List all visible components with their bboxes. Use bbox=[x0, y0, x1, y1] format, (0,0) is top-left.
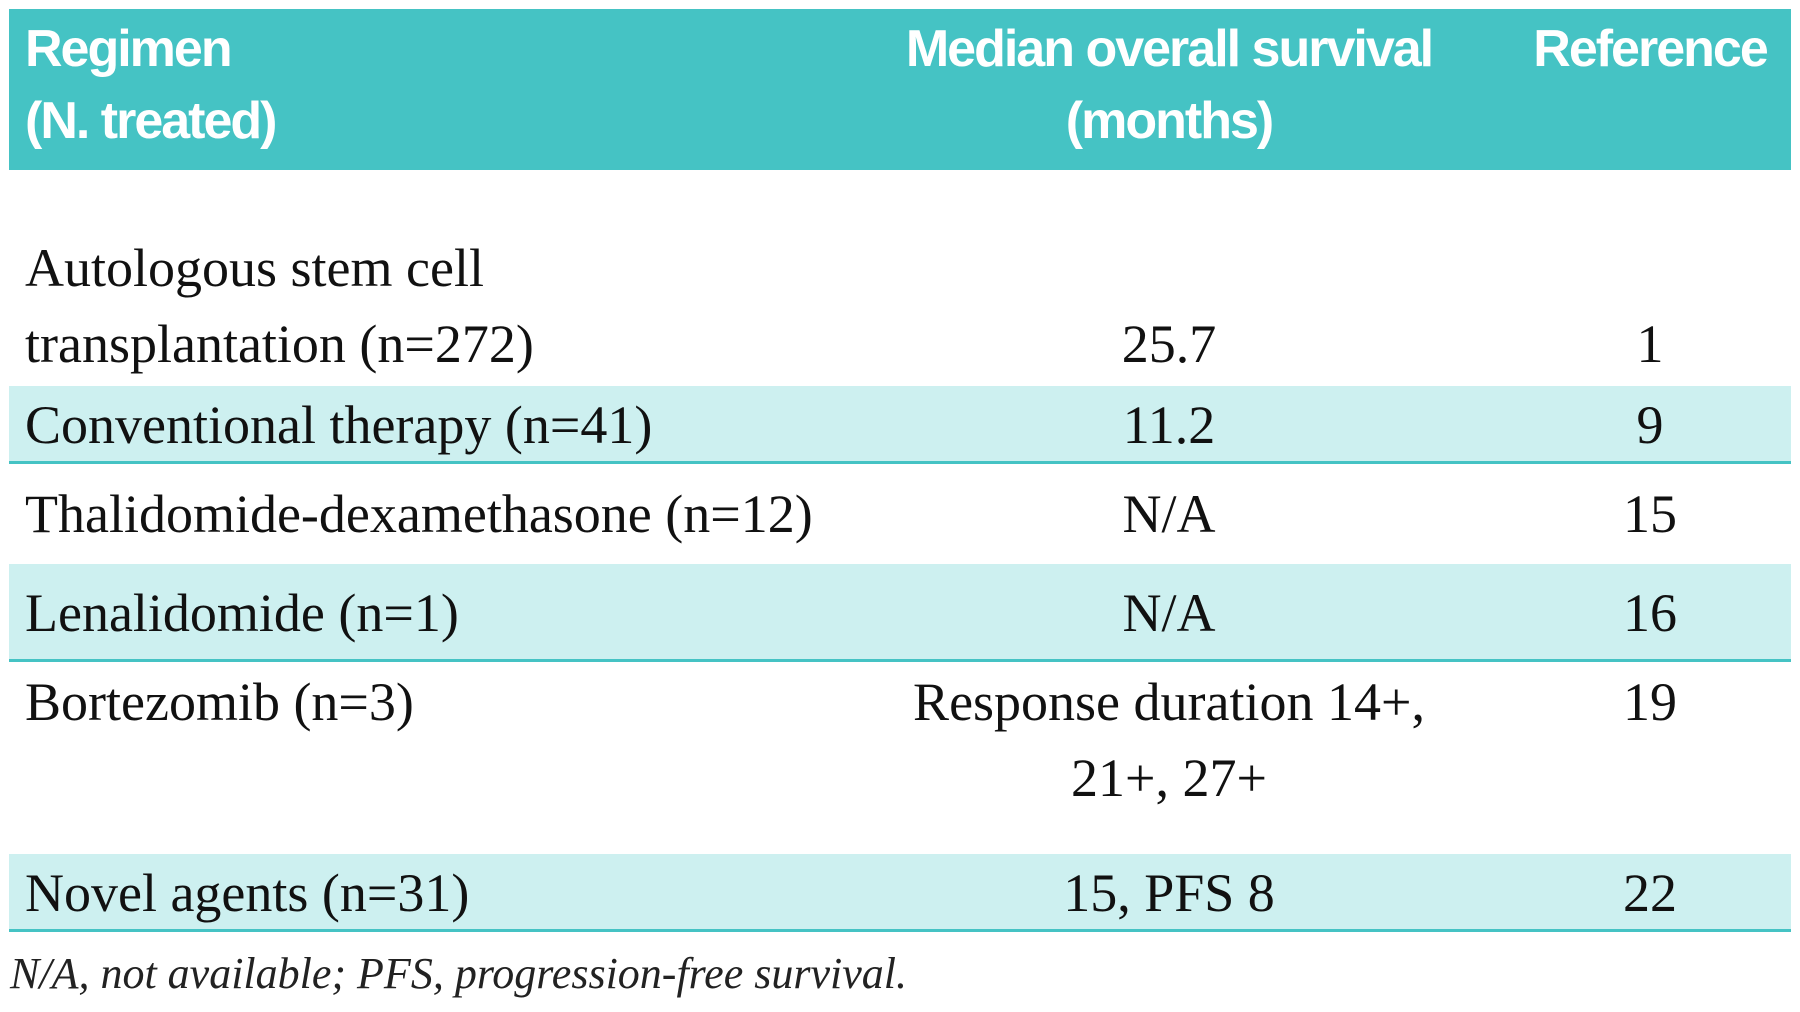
cell-line: Autologous stem cell bbox=[25, 238, 484, 298]
cell-line: Bortezomib (n=3) bbox=[25, 672, 414, 732]
table-cell: 11.2 bbox=[849, 387, 1489, 463]
header-line: Regimen bbox=[25, 20, 233, 78]
table-cell: Autologous stem cell transplantation (n=2… bbox=[25, 230, 534, 382]
table-row: Conventional therapy (n=41) 11.2 9 bbox=[9, 386, 1791, 464]
table-row: Thalidomide-dexamethasone (n=12) N/A 15 bbox=[9, 464, 1791, 564]
cell-line: 22 bbox=[1623, 863, 1677, 923]
header-line: Median overall survival bbox=[905, 20, 1434, 78]
table-cell: 1 bbox=[1509, 306, 1791, 382]
table-header: Regimen (N. treated) Median overall surv… bbox=[9, 9, 1791, 170]
cell-line: 15, PFS 8 bbox=[1063, 863, 1275, 923]
cell-line: Lenalidomide (n=1) bbox=[25, 583, 459, 643]
cell-line: Conventional therapy (n=41) bbox=[25, 395, 653, 455]
header-cell: Reference bbox=[1509, 13, 1791, 85]
cell-line: Thalidomide-dexamethasone (n=12) bbox=[25, 484, 813, 544]
cell-line: 1 bbox=[1636, 314, 1664, 374]
table-cell: 25.7 bbox=[849, 306, 1489, 382]
table-cell: 22 bbox=[1509, 855, 1791, 931]
table-cell: Lenalidomide (n=1) bbox=[25, 575, 459, 651]
table-cell: Conventional therapy (n=41) bbox=[25, 387, 652, 463]
cell-line: N/A bbox=[1122, 484, 1216, 544]
cell-line: 25.7 bbox=[1121, 314, 1217, 374]
table-row: Lenalidomide (n=1) N/A 16 bbox=[9, 564, 1791, 662]
cell-line: 15 bbox=[1623, 484, 1677, 544]
table-cell: Response duration 14+, 21+, 27+ bbox=[849, 664, 1489, 816]
header-cell: Median overall survival (months) bbox=[849, 13, 1489, 157]
table-cell: Bortezomib (n=3) bbox=[25, 664, 414, 740]
footnote: N/A, not available; PFS, progression-fre… bbox=[10, 949, 907, 998]
cell-line: 16 bbox=[1623, 583, 1677, 643]
table-cell: 19 bbox=[1509, 664, 1791, 740]
table-row: Bortezomib (n=3) Response duration 14+, 21… bbox=[9, 662, 1791, 854]
table-cell: 15 bbox=[1509, 476, 1791, 552]
table-cell: N/A bbox=[849, 476, 1489, 552]
table-cell: 9 bbox=[1509, 387, 1791, 463]
cell-line: 19 bbox=[1623, 672, 1677, 732]
table-cell: Novel agents (n=31) bbox=[25, 855, 469, 931]
cell-line: transplantation (n=272) bbox=[25, 314, 534, 374]
cell-line: N/A bbox=[1122, 583, 1216, 643]
cell-line: Response duration 14+, bbox=[913, 672, 1425, 732]
table-cell: 16 bbox=[1509, 575, 1791, 651]
cell-line: 11.2 bbox=[1122, 395, 1216, 455]
cell-line: Novel agents (n=31) bbox=[25, 863, 470, 923]
table-row: Autologous stem cell transplantation (n=2… bbox=[9, 170, 1791, 386]
header-line: (months) bbox=[1065, 92, 1274, 150]
cell-line: 9 bbox=[1636, 395, 1664, 455]
header-line: Reference bbox=[1533, 20, 1768, 78]
cell-line: 21+, 27+ bbox=[1071, 748, 1267, 808]
table-cell: N/A bbox=[849, 575, 1489, 651]
table-cell: Thalidomide-dexamethasone (n=12) bbox=[25, 476, 813, 552]
header-cell: Regimen (N. treated) bbox=[25, 13, 277, 157]
table-row: Novel agents (n=31) 15, PFS 8 22 bbox=[9, 854, 1791, 932]
header-line: (N. treated) bbox=[25, 92, 277, 150]
table-cell: 15, PFS 8 bbox=[849, 855, 1489, 931]
